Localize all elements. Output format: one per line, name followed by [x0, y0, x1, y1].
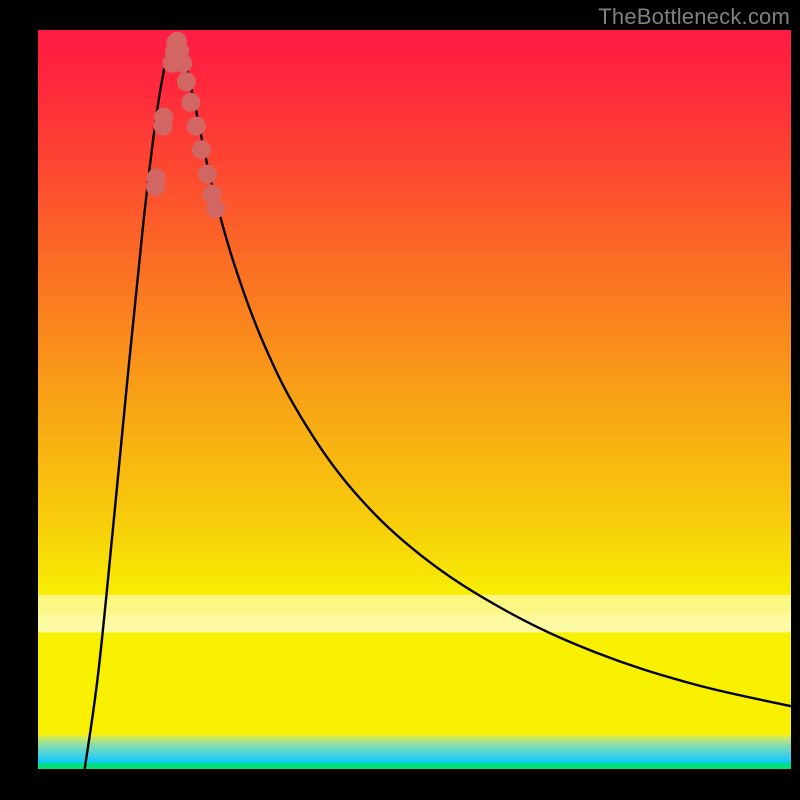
marker-dot-right [182, 93, 200, 111]
curve-left-branch [85, 33, 176, 769]
marker-dot-left [147, 169, 165, 187]
marker-dot-right [177, 73, 195, 91]
marker-dot-right [174, 54, 192, 72]
marker-dot-right [187, 117, 205, 135]
frame-right [791, 0, 800, 800]
watermark-text: TheBottleneck.com [598, 4, 790, 30]
marker-dot-right [192, 141, 210, 159]
marker-dot-right [207, 200, 225, 218]
curve-right-branch [177, 33, 791, 706]
plot-area [38, 30, 791, 769]
frame-bottom [0, 769, 800, 800]
marker-dot-right [198, 165, 216, 183]
chart-overlay [38, 30, 791, 769]
frame-left [0, 0, 38, 800]
marker-dot-left [155, 108, 173, 126]
